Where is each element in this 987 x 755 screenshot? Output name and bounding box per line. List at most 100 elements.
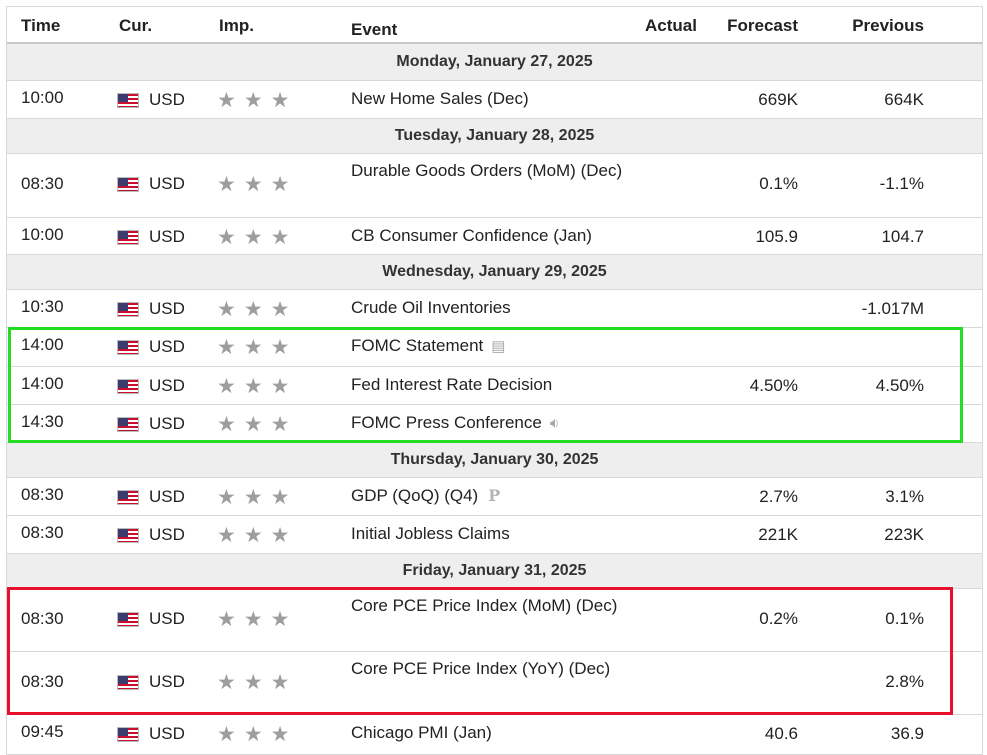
header-event[interactable]: Event — [351, 20, 398, 39]
us-flag-icon — [117, 176, 139, 192]
table-row[interactable]: 14:30 USD ★ ★ ★ FOMC Press Conference 🔉︎ — [7, 405, 982, 443]
economic-calendar-table: Time Cur. Imp. Event Actual Forecast Pre… — [6, 6, 983, 755]
event-label[interactable]: Fed Interest Rate Decision — [351, 375, 553, 394]
event-time: 14:00 — [21, 374, 64, 393]
preliminary-icon[interactable]: P — [488, 486, 501, 505]
importance-stars: ★ ★ ★ — [217, 174, 289, 195]
importance-stars: ★ ★ ★ — [217, 414, 289, 435]
table-row[interactable]: 08:30 USD ★ ★ ★ GDP (QoQ) (Q4) P 2.7% 3.1% — [7, 478, 982, 516]
forecast-value: 40.6 — [764, 724, 798, 743]
event-label[interactable]: Durable Goods Orders (MoM) (Dec) — [351, 161, 623, 180]
star-icon: ★ — [217, 524, 236, 547]
currency: USD — [117, 90, 185, 110]
importance-stars: ★ ★ ★ — [217, 487, 289, 508]
event-time: 14:30 — [21, 412, 64, 431]
table-row[interactable]: 10:00 USD ★ ★ ★ CB Consumer Confidence (Jan) 1… — [7, 218, 982, 255]
currency: USD — [117, 227, 185, 247]
event-label[interactable]: Core PCE Price Index (YoY) (Dec) — [351, 659, 611, 678]
table-row[interactable]: 08:30 USD ★ ★ ★ Core PCE Price Index (MoM) (D… — [7, 589, 982, 652]
star-icon: ★ — [217, 608, 236, 631]
us-flag-icon — [117, 527, 139, 543]
event-name[interactable]: GDP (QoQ) (Q4) P — [351, 482, 641, 510]
importance-stars: ★ ★ ★ — [217, 376, 289, 397]
event-name[interactable]: Initial Jobless Claims — [351, 520, 641, 548]
star-icon: ★ — [243, 226, 263, 249]
star-icon: ★ — [243, 486, 263, 509]
importance-stars: ★ ★ ★ — [217, 724, 289, 745]
table-row[interactable]: 09:45 USD ★ ★ ★ Chicago PMI (Jan) 40.6 36.9 — [7, 715, 982, 755]
event-name[interactable]: New Home Sales (Dec) — [351, 85, 641, 113]
currency-code: USD — [149, 90, 185, 109]
event-name[interactable]: Crude Oil Inventories — [351, 294, 641, 322]
table-row[interactable]: 10:00 USD ★ ★ ★ New Home Sales (Dec) 669K 664K — [7, 81, 982, 119]
event-label[interactable]: Core PCE Price Index (MoM) (Dec) — [351, 596, 618, 615]
currency-code: USD — [149, 724, 185, 743]
star-icon: ★ — [243, 336, 263, 359]
event-label[interactable]: FOMC Statement — [351, 336, 484, 355]
header-forecast[interactable]: Forecast — [727, 16, 798, 35]
header-currency[interactable]: Cur. — [119, 16, 153, 35]
us-flag-icon — [117, 611, 139, 627]
forecast-value: 221K — [758, 525, 798, 544]
table-row[interactable]: 08:30 USD ★ ★ ★ Core PCE Price Index (YoY) (D… — [7, 652, 982, 715]
event-label[interactable]: CB Consumer Confidence (Jan) — [351, 226, 592, 245]
event-time: 10:30 — [21, 297, 64, 316]
header-importance[interactable]: Imp. — [219, 16, 254, 35]
event-name[interactable]: FOMC Statement ▤ — [351, 332, 641, 361]
day-row: Friday, January 31, 2025 — [7, 554, 982, 589]
event-label[interactable]: Crude Oil Inventories — [351, 298, 511, 317]
us-flag-icon — [117, 378, 139, 394]
event-name[interactable]: Core PCE Price Index (YoY) (Dec) — [351, 655, 641, 683]
table-header: Time Cur. Imp. Event Actual Forecast Pre… — [7, 6, 982, 44]
forecast-value: 4.50% — [749, 376, 798, 395]
us-flag-icon — [117, 339, 139, 355]
star-icon: ★ — [270, 336, 290, 359]
header-previous[interactable]: Previous — [852, 16, 924, 35]
forecast-value: 2.7% — [759, 487, 798, 506]
table-row[interactable]: 14:00 USD ★ ★ ★ Fed Interest Rate Decision 4.5… — [7, 367, 982, 405]
event-label[interactable]: FOMC Press Conference — [351, 413, 542, 432]
currency: USD — [117, 487, 185, 507]
table-row[interactable]: 08:30 USD ★ ★ ★ Durable Goods Orders (MoM) (D… — [7, 154, 982, 218]
previous-value: -1.1% — [879, 174, 924, 193]
event-name[interactable]: Fed Interest Rate Decision — [351, 371, 641, 399]
event-name[interactable]: Chicago PMI (Jan) — [351, 719, 641, 747]
us-flag-icon — [117, 301, 139, 317]
header-actual[interactable]: Actual — [645, 16, 697, 35]
event-time: 14:00 — [21, 335, 64, 354]
event-name[interactable]: FOMC Press Conference 🔉︎ — [351, 409, 641, 438]
day-row: Tuesday, January 28, 2025 — [7, 119, 982, 154]
speaker-icon[interactable]: 🔉︎ — [549, 415, 560, 432]
currency-code: USD — [149, 174, 185, 193]
us-flag-icon — [117, 674, 139, 690]
star-icon: ★ — [270, 298, 290, 321]
star-icon: ★ — [217, 671, 236, 694]
event-name[interactable]: CB Consumer Confidence (Jan) — [351, 222, 641, 250]
forecast-value: 0.1% — [759, 174, 798, 193]
event-name[interactable]: Core PCE Price Index (MoM) (Dec) — [351, 592, 641, 620]
star-icon: ★ — [270, 226, 290, 249]
table-row[interactable]: 08:30 USD ★ ★ ★ Initial Jobless Claims 221K 223… — [7, 516, 982, 554]
star-icon: ★ — [217, 486, 236, 509]
forecast-value: 0.2% — [759, 609, 798, 628]
currency: USD — [117, 299, 185, 319]
event-label[interactable]: Chicago PMI (Jan) — [351, 723, 492, 742]
event-name[interactable]: Durable Goods Orders (MoM) (Dec) — [351, 157, 641, 185]
table-row[interactable]: 14:00 USD ★ ★ ★ FOMC Statement ▤ — [7, 328, 982, 367]
importance-stars: ★ ★ ★ — [217, 90, 289, 111]
star-icon: ★ — [217, 89, 236, 112]
star-icon: ★ — [270, 671, 290, 694]
currency-code: USD — [149, 609, 185, 628]
star-icon: ★ — [270, 413, 290, 436]
event-label[interactable]: Initial Jobless Claims — [351, 524, 510, 543]
event-label[interactable]: GDP (QoQ) (Q4) — [351, 486, 479, 505]
header-time[interactable]: Time — [21, 16, 61, 35]
importance-stars: ★ ★ ★ — [217, 672, 289, 693]
document-icon[interactable]: ▤ — [491, 338, 506, 355]
event-label[interactable]: New Home Sales (Dec) — [351, 89, 529, 108]
us-flag-icon — [117, 416, 139, 432]
star-icon: ★ — [243, 608, 263, 631]
event-time: 08:30 — [21, 485, 64, 504]
currency-code: USD — [149, 525, 185, 544]
table-row[interactable]: 10:30 USD ★ ★ ★ Crude Oil Inventories -1.017M — [7, 290, 982, 328]
